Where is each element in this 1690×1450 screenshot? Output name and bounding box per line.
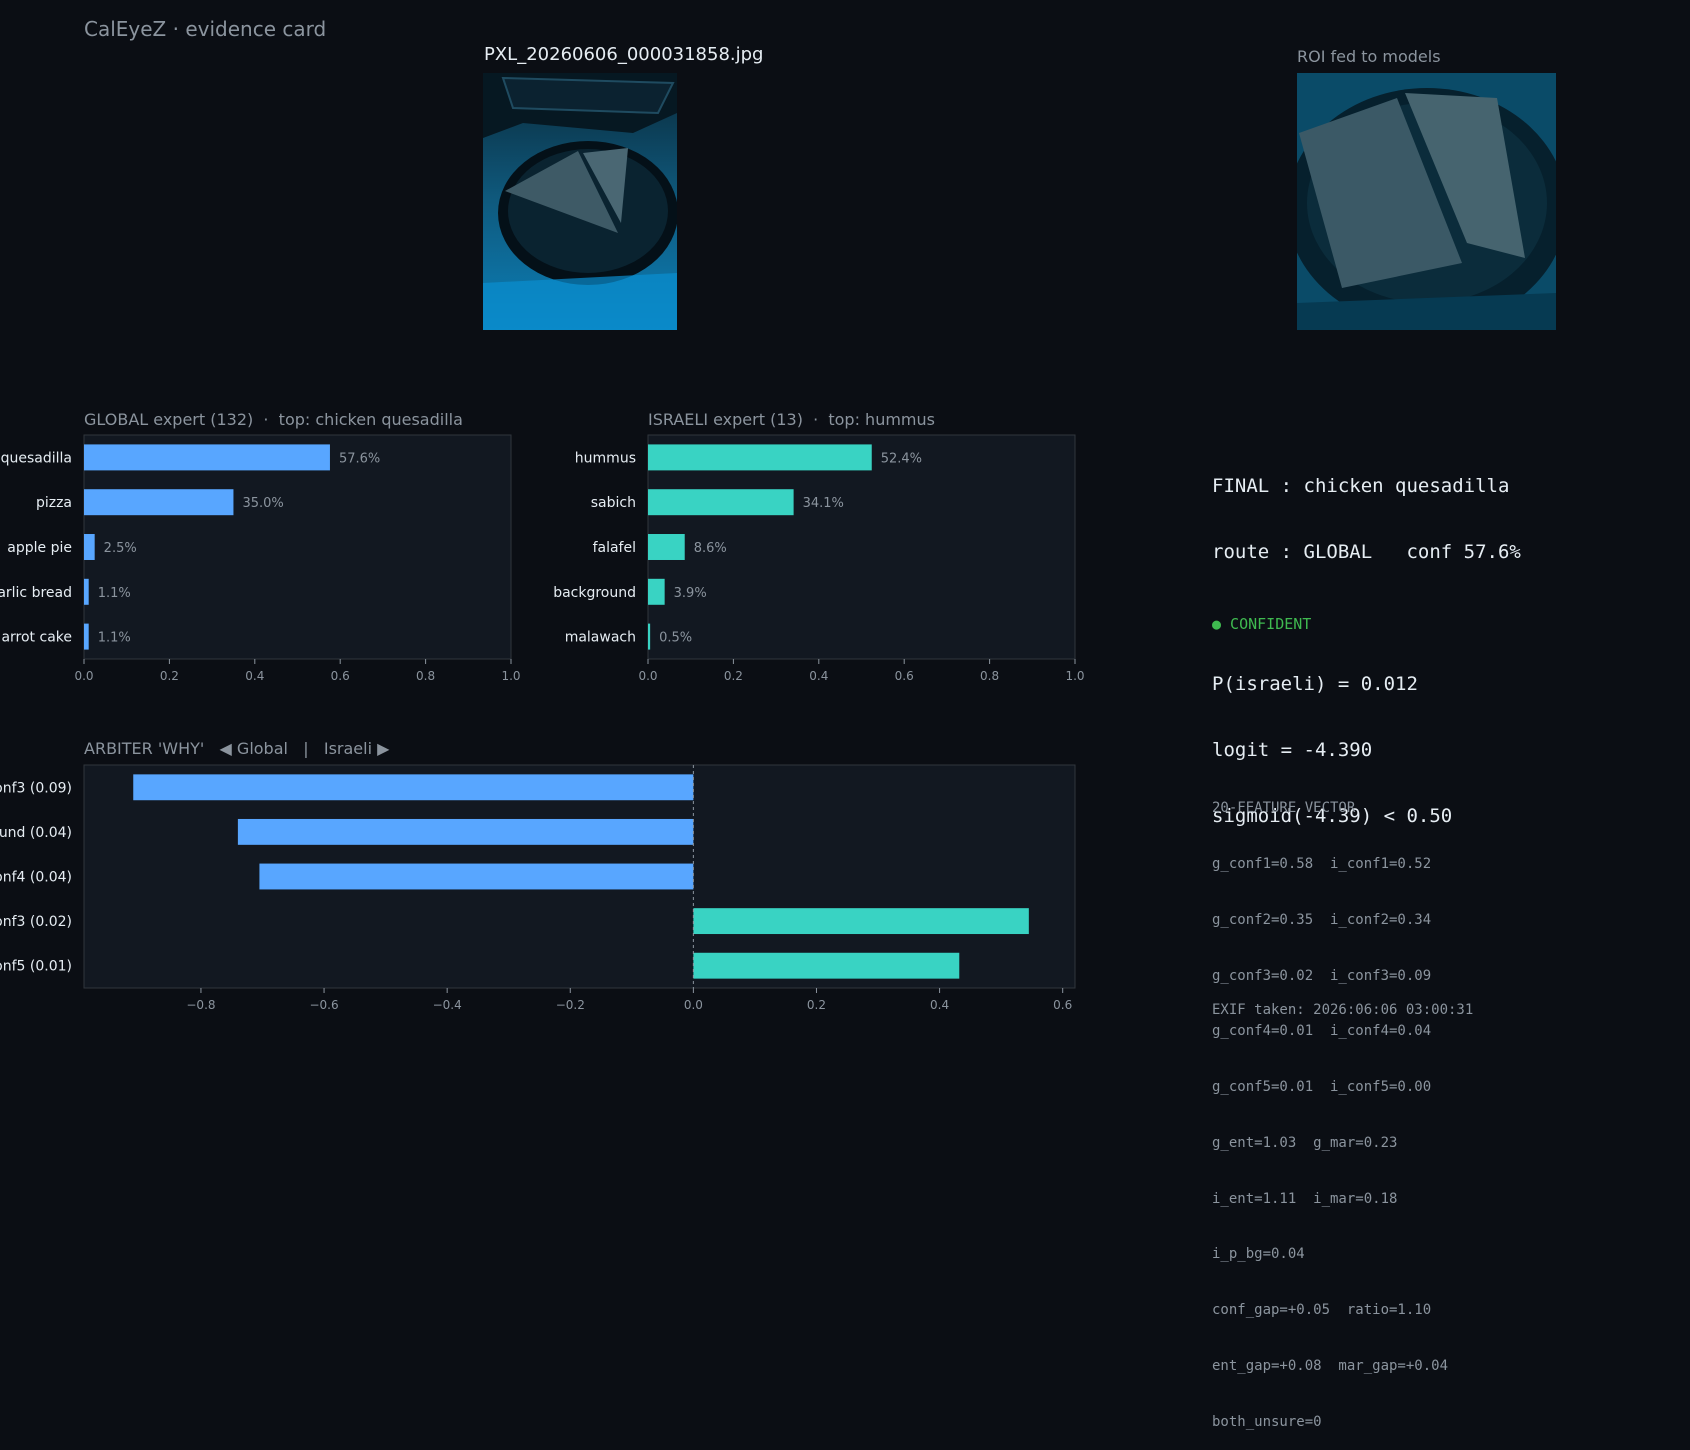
x-tick-label: 0.6: [331, 669, 350, 683]
x-tick-label: 0.2: [160, 669, 179, 683]
category-label: onf3 (0.02): [0, 914, 72, 930]
category-label: arlic bread: [0, 585, 72, 601]
israeli-expert-chart: hummus 52.4% sabich 34.1% falafel 8.6% backgro…: [553, 434, 1085, 683]
value-label: 34.1%: [803, 496, 844, 511]
arbiter-chart: onf3 (0.09) und (0.04) onf4 (0.04) onf3 (0.…: [0, 764, 1076, 1012]
bar: [84, 489, 234, 516]
bar: [84, 623, 89, 650]
x-tick-label: 0.8: [416, 669, 435, 683]
category-label: onf5 (0.01): [0, 959, 72, 975]
bar: [648, 444, 872, 471]
category-label: onf3 (0.09): [0, 780, 72, 796]
feature-line: both_unsure=0: [1212, 1413, 1322, 1430]
category-label: pizza: [36, 495, 72, 511]
category-label: quesadilla: [1, 450, 72, 466]
p-israeli: P(israeli) = 0.012: [1212, 673, 1418, 695]
x-tick-label: 0.0: [684, 998, 703, 1012]
x-tick-label: 0.4: [809, 669, 828, 683]
x-tick-label: −0.6: [309, 998, 338, 1012]
photo-thumbnail: [483, 73, 677, 330]
bar: [693, 952, 960, 979]
feature-vector: 20-FEATURE VECTOR g_conf1=0.58 i_conf1=0…: [1212, 762, 1448, 1450]
feature-line: g_ent=1.03 g_mar=0.23: [1212, 1134, 1398, 1151]
plot-area: [83, 434, 512, 660]
bar: [84, 578, 89, 605]
value-label: 1.1%: [98, 631, 131, 646]
value-label: 8.6%: [694, 541, 727, 556]
category-label: sabich: [591, 495, 636, 511]
route-label: route : GLOBAL conf 57.6%: [1212, 541, 1521, 563]
category-label: arrot cake: [1, 630, 72, 646]
global-expert-title: GLOBAL expert (132) · top: chicken quesa…: [84, 410, 463, 429]
feature-line: ent_gap=+0.08 mar_gap=+0.04: [1212, 1358, 1449, 1374]
bar: [84, 444, 330, 471]
x-tick-label: 1.0: [1065, 669, 1084, 683]
feature-line: g_conf4=0.01 i_conf4=0.04: [1212, 1023, 1432, 1040]
final-label: FINAL : chicken quesadilla: [1212, 475, 1510, 497]
x-tick-label: −0.4: [433, 998, 462, 1012]
feature-line: i_p_bg=0.04: [1212, 1246, 1305, 1263]
category-label: und (0.04): [0, 825, 72, 841]
bar: [259, 863, 694, 890]
category-label: onf4 (0.04): [0, 870, 72, 886]
bar: [133, 774, 694, 801]
value-label: 0.5%: [659, 631, 692, 646]
feature-vector-title: 20-FEATURE VECTOR: [1212, 800, 1356, 817]
roi-title: ROI fed to models: [1297, 47, 1441, 66]
value-label: 52.4%: [881, 451, 922, 466]
value-label: 57.6%: [339, 451, 380, 466]
value-label: 1.1%: [98, 586, 131, 601]
value-label: 35.0%: [242, 496, 283, 511]
bar: [648, 489, 794, 516]
category-label: background: [553, 585, 636, 601]
category-label: malawach: [565, 630, 636, 646]
app-title: CalEyeZ · evidence card: [84, 17, 327, 41]
x-tick-label: 0.8: [980, 669, 999, 683]
feature-line: g_conf3=0.02 i_conf3=0.09: [1212, 967, 1432, 984]
bar: [648, 623, 651, 650]
value-label: 3.9%: [674, 586, 707, 601]
x-tick-label: 0.6: [895, 669, 914, 683]
x-tick-label: 0.0: [638, 669, 657, 683]
x-tick-label: 0.0: [74, 669, 93, 683]
arbiter-title: ARBITER 'WHY' ◀ Global | Israeli ▶: [84, 739, 390, 758]
roi-image: [1297, 73, 1556, 330]
x-tick-label: 0.2: [807, 998, 826, 1012]
category-label: apple pie: [7, 540, 72, 556]
file-name: PXL_20260606_000031858.jpg: [484, 44, 764, 65]
x-tick-label: 0.6: [1053, 998, 1072, 1012]
x-tick-label: −0.8: [186, 998, 215, 1012]
feature-line: g_conf2=0.35 i_conf2=0.34: [1212, 911, 1432, 928]
final-decision: FINAL : chicken quesadilla route : GLOBA…: [1212, 431, 1521, 849]
sigmoid-value: sigmoid(-4.39) < 0.50: [1212, 805, 1453, 827]
bar: [648, 534, 685, 560]
exif-timestamp: EXIF taken: 2026:06:06 03:00:31: [1212, 1002, 1474, 1018]
feature-line: i_ent=1.11 i_mar=0.18: [1212, 1190, 1398, 1207]
confidence-status: ● CONFIDENT: [1212, 615, 1312, 633]
x-tick-label: 0.4: [245, 669, 264, 683]
x-tick-label: 0.4: [930, 998, 949, 1012]
feature-line: g_conf5=0.01 i_conf5=0.00: [1212, 1079, 1432, 1096]
bar: [84, 534, 95, 560]
global-expert-chart: quesadilla 57.6% pizza 35.0% apple pie 2.5% ar…: [0, 434, 521, 683]
x-tick-label: −0.2: [556, 998, 585, 1012]
x-tick-label: 0.2: [724, 669, 743, 683]
feature-line: conf_gap=+0.05 ratio=1.10: [1212, 1302, 1432, 1319]
israeli-expert-title: ISRAELI expert (13) · top: hummus: [648, 410, 935, 429]
category-label: falafel: [593, 540, 636, 556]
x-tick-label: 1.0: [501, 669, 520, 683]
bar: [237, 818, 694, 845]
feature-line: g_conf1=0.58 i_conf1=0.52: [1212, 855, 1432, 872]
category-label: hummus: [575, 450, 636, 466]
plot-area: [647, 434, 1076, 660]
value-label: 2.5%: [104, 541, 137, 556]
bar: [693, 908, 1029, 935]
logit-value: logit = -4.390: [1212, 739, 1373, 761]
bar: [648, 578, 665, 605]
